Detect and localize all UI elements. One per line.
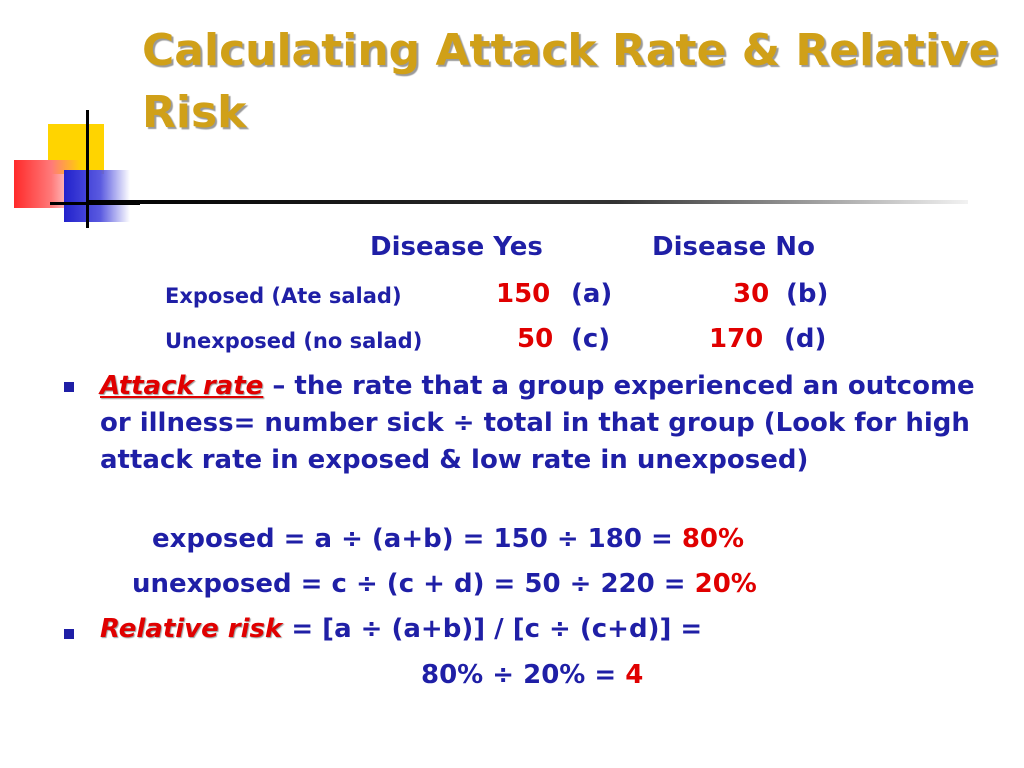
relative-risk-calc: 80% ÷ 20% = xyxy=(421,660,626,690)
exposed-formula: exposed = a ÷ (a+b) = 150 ÷ 180 = xyxy=(152,524,682,554)
cell-b-letter: (b) xyxy=(786,279,829,309)
relative-risk-term: Relative risk xyxy=(100,614,283,644)
cell-c-letter: (c) xyxy=(571,324,611,354)
row-exposed-label: Exposed (Ate salad) xyxy=(165,284,402,308)
relative-risk-result: 4 xyxy=(625,660,644,690)
cell-d-letter: (d) xyxy=(784,324,827,354)
exposed-equation: exposed = a ÷ (a+b) = 150 ÷ 180 = 80% xyxy=(152,524,744,554)
exposed-result: 80% xyxy=(681,524,745,554)
relative-risk-calculation: 80% ÷ 20% = 4 xyxy=(421,660,643,690)
bullet-marker xyxy=(64,629,74,639)
decor-blue-square xyxy=(64,170,130,222)
slide-title-text: Calculating Attack Rate & Relative Risk xyxy=(142,25,999,138)
relative-risk-formula: = [a ÷ (a+b)] / [c ÷ (c+d)] = xyxy=(282,614,703,644)
unexposed-result: 20% xyxy=(694,569,757,599)
cell-c-value: 50 xyxy=(517,324,554,354)
unexposed-formula: unexposed = c ÷ (c + d) = 50 ÷ 220 = xyxy=(132,569,695,599)
row-unexposed-label: Unexposed (no salad) xyxy=(165,329,423,353)
decor-vertical-line xyxy=(86,110,89,228)
attack-rate-paragraph: Attack rate – the rate that a group expe… xyxy=(100,368,980,479)
attack-rate-definition: – the rate that a group experienced an o… xyxy=(100,371,975,475)
bullet-marker xyxy=(64,382,74,392)
cell-a-value: 150 xyxy=(496,279,551,309)
header-disease-no: Disease No xyxy=(652,232,815,262)
relative-risk-line: Relative risk = [a ÷ (a+b)] / [c ÷ (c+d)… xyxy=(100,614,702,644)
attack-rate-term: Attack rate xyxy=(100,371,264,401)
cell-d-value: 170 xyxy=(709,324,764,354)
slide-title: Calculating Attack Rate & Relative Risk xyxy=(142,20,1024,144)
unexposed-equation: unexposed = c ÷ (c + d) = 50 ÷ 220 = 20% xyxy=(132,569,757,599)
cell-a-letter: (a) xyxy=(571,279,613,309)
cell-b-value: 30 xyxy=(733,279,770,309)
header-disease-yes: Disease Yes xyxy=(370,232,543,262)
title-underline xyxy=(88,200,968,204)
